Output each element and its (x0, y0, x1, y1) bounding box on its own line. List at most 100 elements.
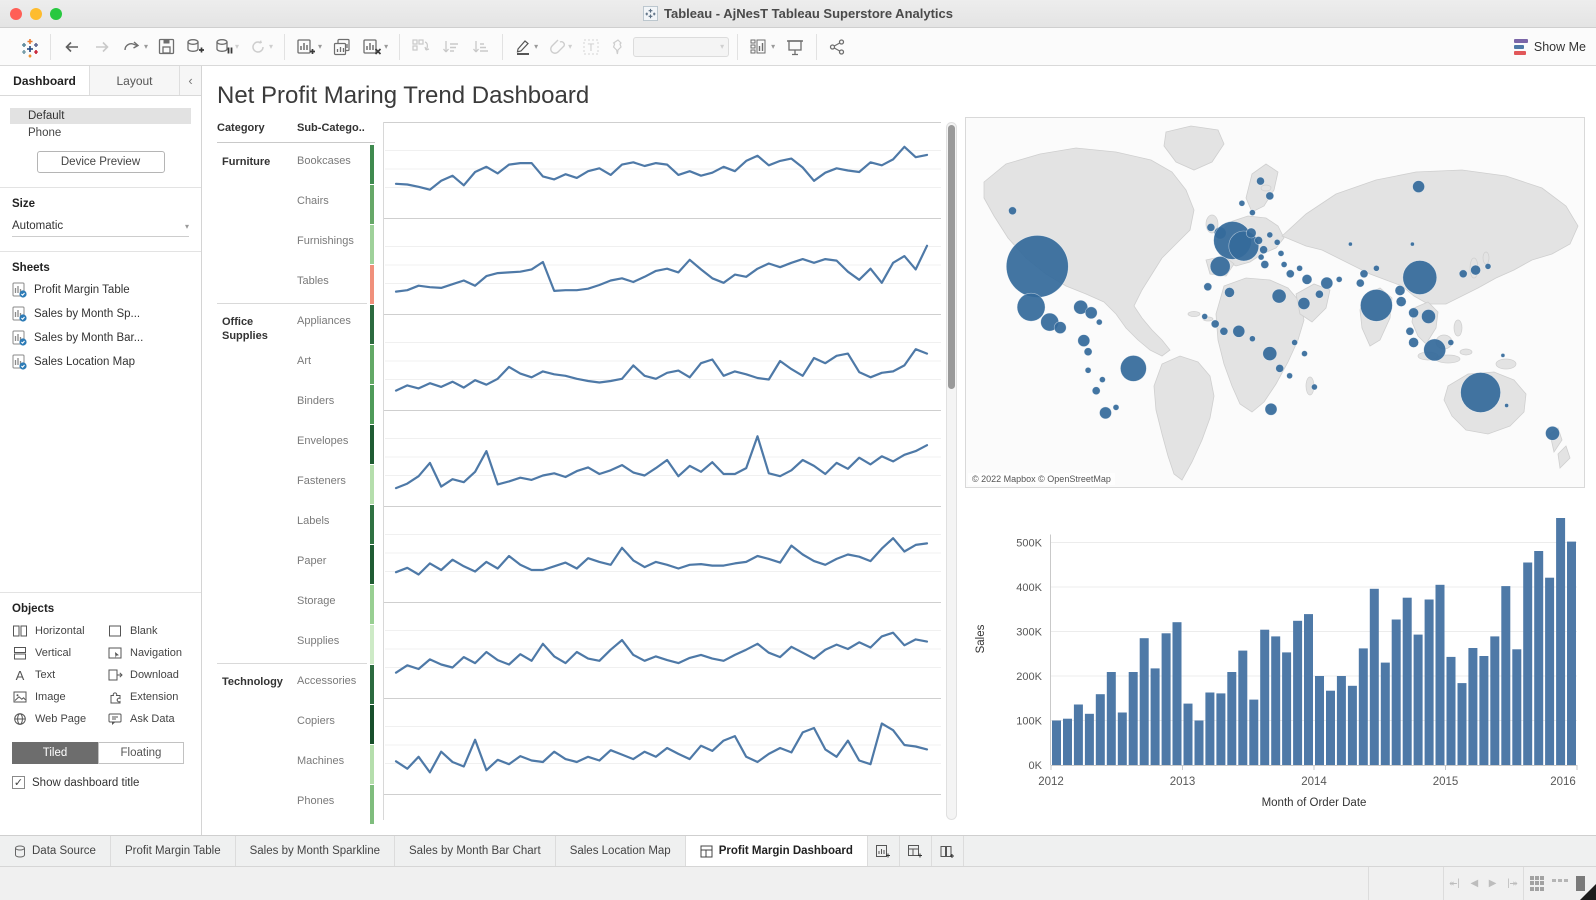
sales-bubble[interactable] (1264, 402, 1278, 416)
sales-bubble[interactable] (1259, 245, 1268, 254)
sales-bar[interactable] (1073, 704, 1083, 766)
new-worksheet-tab-button[interactable] (868, 836, 900, 866)
sales-bubble[interactable] (1083, 347, 1093, 356)
object-item-text[interactable]: A Text (12, 668, 107, 682)
sales-bar[interactable] (1326, 690, 1335, 765)
sales-bar[interactable] (1468, 648, 1478, 765)
sales-bubble[interactable] (1256, 176, 1265, 186)
sales-bar[interactable] (1545, 577, 1555, 765)
object-item-extension[interactable]: Extension (107, 690, 202, 704)
sales-bubble[interactable] (1500, 353, 1506, 358)
sales-bar[interactable] (1227, 672, 1237, 765)
sales-bar[interactable] (1304, 614, 1313, 765)
sales-bubble[interactable] (1359, 269, 1369, 279)
sales-bar[interactable] (1501, 586, 1511, 765)
sales-bar[interactable] (1205, 692, 1215, 766)
object-item-askdata[interactable]: Ask Data (107, 712, 202, 726)
clear-sheet-button[interactable]: ▾ (359, 35, 391, 59)
sales-bar[interactable] (1402, 597, 1412, 765)
tableau-logo-icon[interactable] (18, 35, 42, 59)
sales-bubble[interactable] (1073, 299, 1088, 315)
sales-bubble[interactable] (1210, 319, 1220, 329)
show-filmstrip-button[interactable] (1552, 877, 1568, 891)
sales-bubble[interactable] (1084, 367, 1092, 374)
save-button[interactable] (155, 35, 178, 58)
sales-bubble[interactable] (1348, 241, 1353, 247)
sales-bubble[interactable] (1412, 180, 1425, 193)
sales-bar[interactable] (1150, 668, 1160, 765)
sales-bubble[interactable] (1402, 260, 1438, 295)
sales-bubble[interactable] (1275, 364, 1285, 373)
new-data-source-button[interactable] (182, 35, 207, 59)
sales-bubble[interactable] (1460, 372, 1501, 413)
sales-bar[interactable] (1282, 652, 1292, 765)
presentation-mode-button[interactable] (782, 35, 808, 59)
object-item-horizontal[interactable]: Horizontal (12, 624, 107, 638)
sales-bar[interactable] (1424, 599, 1434, 766)
next-page-button[interactable]: ▶ (1488, 878, 1497, 889)
sales-bar[interactable] (1413, 634, 1423, 765)
sales-bubble[interactable] (1201, 313, 1208, 320)
show-dashboard-title-checkbox[interactable]: ✓ (12, 776, 25, 789)
sheet-list-item[interactable]: Sales Location Map (12, 354, 189, 370)
floating-button[interactable]: Floating (98, 742, 184, 764)
sales-by-month-bar-chart[interactable]: 0K 100K 200K 300K 400K 500K 2012 2013 2014 2015 20… (965, 505, 1585, 820)
sales-bubble[interactable] (1266, 231, 1274, 239)
sales-bubble[interactable] (1301, 274, 1313, 285)
redo-button[interactable]: ▾ (119, 36, 151, 58)
sales-bubble[interactable] (1271, 288, 1287, 304)
sales-bar[interactable] (1194, 720, 1204, 766)
pause-auto-updates-button[interactable]: ▾ (211, 35, 242, 59)
clear-sheet-caret-icon[interactable]: ▾ (384, 42, 389, 51)
sales-bubble[interactable] (1504, 403, 1509, 408)
sales-bar[interactable] (1523, 562, 1533, 766)
sales-bubble[interactable] (1360, 289, 1393, 322)
sales-bar[interactable] (1457, 683, 1467, 765)
sales-bar[interactable] (1161, 633, 1171, 765)
share-button[interactable] (825, 35, 849, 59)
sales-bar[interactable] (1052, 720, 1061, 766)
sales-bar[interactable] (1380, 662, 1390, 765)
close-window-button[interactable] (10, 7, 22, 20)
sales-bubble[interactable] (1260, 260, 1270, 269)
sales-bar[interactable] (1479, 656, 1489, 765)
sales-bubble[interactable] (1405, 327, 1415, 336)
object-item-webpage[interactable]: Web Page (12, 712, 107, 726)
sales-bubble[interactable] (1206, 223, 1216, 232)
highlight-button[interactable]: ▾ (511, 35, 541, 59)
sales-bubble[interactable] (1008, 206, 1017, 216)
sales-bubble[interactable] (1458, 269, 1468, 279)
back-button[interactable] (59, 36, 85, 58)
sales-bubble[interactable] (1277, 250, 1285, 257)
tiled-button[interactable]: Tiled (12, 742, 98, 764)
sales-bubble[interactable] (1395, 296, 1407, 307)
object-item-download[interactable]: Download (107, 668, 202, 682)
sheet-tab-profit-margin-dashboard[interactable]: Profit Margin Dashboard (685, 836, 868, 866)
sales-bar[interactable] (1435, 584, 1445, 765)
resize-grip[interactable] (1580, 884, 1596, 900)
sales-bar[interactable] (1095, 694, 1105, 765)
sales-bubble[interactable] (1545, 425, 1560, 441)
sheet-tab-sales-by-month-bar-chart[interactable]: Sales by Month Bar Chart (395, 836, 556, 866)
maximize-window-button[interactable] (50, 7, 62, 20)
sales-bubble[interactable] (1232, 325, 1246, 338)
sales-bubble[interactable] (1254, 236, 1263, 245)
sales-bubble[interactable] (1245, 227, 1257, 239)
sales-bubble[interactable] (1373, 265, 1380, 272)
sheet-tab-sales-by-month-sparkline[interactable]: Sales by Month Sparkline (236, 836, 396, 866)
sales-bar[interactable] (1172, 622, 1182, 765)
cards-caret-icon[interactable]: ▾ (771, 42, 776, 51)
sales-bar[interactable] (1117, 712, 1127, 766)
show-hide-cards-button[interactable]: ▾ (746, 35, 778, 59)
sales-bubble[interactable] (1209, 256, 1231, 277)
sheet-tab-sales-location-map[interactable]: Sales Location Map (556, 836, 686, 866)
new-dashboard-tab-button[interactable] (900, 836, 932, 866)
sales-bar[interactable] (1556, 518, 1566, 765)
show-me-button[interactable]: Show Me (1513, 38, 1586, 55)
scrollbar-thumb[interactable] (948, 125, 955, 389)
device-default-item[interactable]: Default (10, 108, 191, 124)
sales-bar[interactable] (1347, 685, 1357, 765)
object-item-blank[interactable]: Blank (107, 624, 202, 638)
object-item-vertical[interactable]: Vertical (12, 646, 107, 660)
sales-bubble[interactable] (1447, 339, 1455, 346)
